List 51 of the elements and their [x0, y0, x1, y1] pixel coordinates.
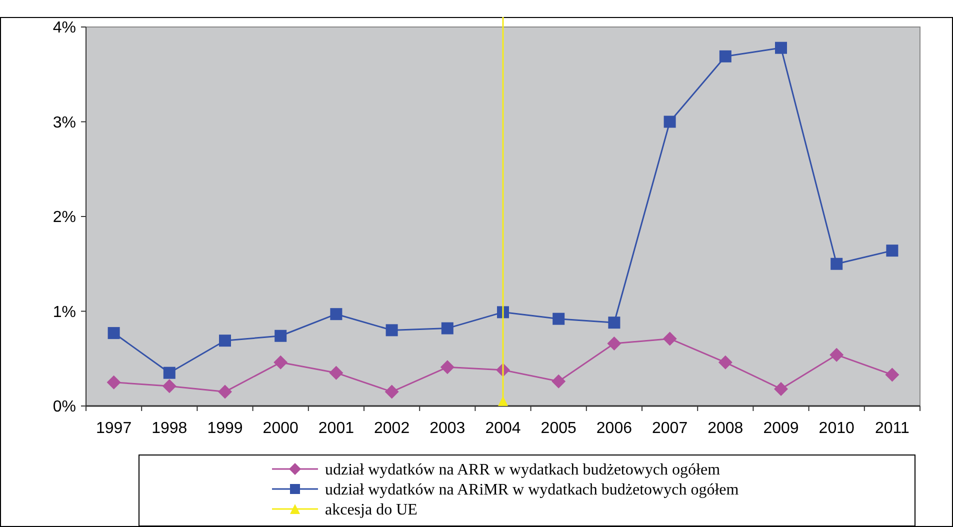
x-tick-label: 2006 [596, 420, 632, 437]
point [329, 366, 344, 380]
point [552, 312, 565, 325]
point [386, 324, 398, 336]
x-tick-label: 2003 [430, 420, 466, 437]
point [608, 316, 620, 329]
point [719, 50, 732, 62]
point [830, 258, 843, 270]
y-tick-label: 2% [52, 209, 76, 226]
point [662, 332, 677, 346]
y-tick-label: 4% [52, 20, 76, 37]
point [163, 366, 176, 379]
point [440, 360, 454, 374]
x-tick-label: 2004 [485, 420, 521, 437]
x-tick-label: 1997 [96, 420, 132, 437]
point [162, 379, 176, 394]
x-tick-label: 2009 [763, 420, 799, 437]
point [552, 374, 566, 388]
x-tick-label: 2001 [318, 420, 354, 437]
point [664, 116, 676, 128]
point [218, 384, 232, 399]
legend-label: udział wydatków na ARiMR w wydatkach budżetowych ogółem [325, 482, 740, 499]
x-tick-label: 2011 [874, 420, 910, 437]
x-tick-label: 2005 [540, 420, 576, 437]
x-tick-label: 1998 [152, 420, 188, 437]
point [607, 336, 622, 350]
y-tick-label: 1% [52, 304, 76, 321]
point [330, 308, 342, 320]
point [885, 368, 900, 382]
x-tick-label: 2010 [818, 420, 854, 437]
x-tick-label: 2007 [652, 420, 688, 437]
point [441, 322, 454, 334]
point [384, 384, 399, 399]
x-tick-label: 2002 [374, 420, 410, 437]
point [718, 355, 732, 370]
y-tick-label: 0% [52, 398, 76, 416]
x-tick-label: 1999 [207, 420, 243, 437]
point [274, 330, 287, 342]
point [219, 334, 231, 347]
legend-label: udział wydatków na ARR w wydatkach budżetowych ogółem [325, 462, 721, 479]
x-tick-label: 2000 [262, 420, 298, 437]
y-tick-label: 3% [52, 114, 76, 132]
point [775, 42, 787, 54]
legend-label: akcesja do UE [325, 502, 418, 519]
x-tick-label: 2008 [708, 420, 744, 437]
point [108, 327, 120, 340]
point [830, 348, 844, 362]
point [774, 382, 788, 396]
point [106, 375, 121, 390]
point [274, 355, 288, 370]
point [886, 244, 898, 257]
